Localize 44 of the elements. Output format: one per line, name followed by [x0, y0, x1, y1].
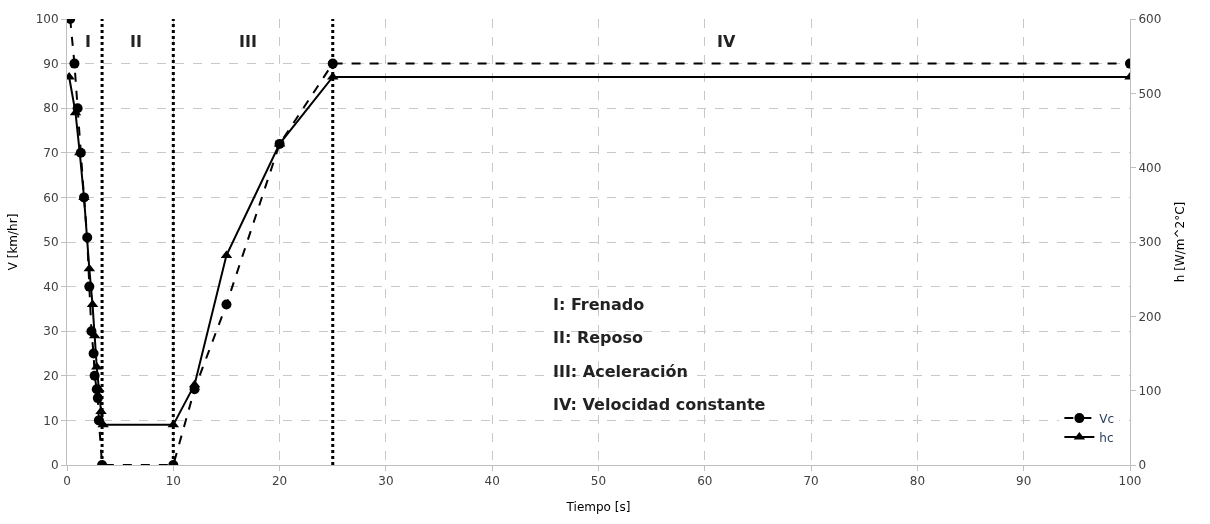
y2-tick-label: 500 [1138, 86, 1162, 101]
y-tick-label: 90 [43, 56, 59, 71]
y2-tick-label: 600 [1138, 12, 1162, 27]
y-tick-label: 30 [43, 324, 59, 339]
y2-tick-label: 300 [1138, 235, 1162, 250]
y-axis-title: V [km/hr] [5, 213, 20, 271]
legend-label: hc [1099, 430, 1114, 445]
x-tick-label: 100 [1118, 474, 1142, 489]
point [221, 299, 232, 310]
x-tick-label: 20 [271, 474, 288, 489]
y-tick-label: 50 [43, 235, 59, 250]
annotation: I [85, 32, 91, 51]
y2-tick-label: 0 [1138, 458, 1147, 473]
x-tick-label: 10 [165, 474, 181, 489]
y2-axis-title: h [W/m^2°C] [1173, 201, 1188, 283]
y-tick-label: 100 [35, 12, 59, 27]
point [69, 58, 80, 69]
annotation: IV [717, 32, 736, 51]
annotation: II: Reposo [553, 328, 644, 347]
y2-tick-label: 400 [1138, 160, 1162, 175]
annotation: III: Aceleración [553, 362, 688, 381]
x-tick-label: 30 [378, 474, 394, 489]
annotation: IV: Velocidad constante [553, 395, 766, 414]
annotation: I: Frenado [553, 295, 645, 314]
y-tick-label: 40 [43, 279, 59, 294]
x-axis-title: Tiempo [s] [565, 500, 631, 515]
annotation: II [130, 32, 142, 51]
y-tick-label: 60 [43, 190, 59, 205]
x-tick-label: 70 [803, 474, 819, 489]
y-tick-label: 10 [43, 413, 59, 428]
annotation: III [239, 32, 257, 51]
x-tick-label: 40 [484, 474, 500, 489]
x-tick-label: 80 [909, 474, 926, 489]
x-tick-label: 50 [590, 474, 607, 489]
y-tick-label: 0 [50, 458, 59, 473]
y2-tick-label: 200 [1138, 309, 1162, 324]
y-tick-label: 20 [43, 369, 59, 383]
y-tick-label: 80 [43, 101, 59, 116]
legend-label: Vc [1099, 411, 1115, 426]
y-tick-label: 70 [43, 146, 59, 160]
x-tick-label: 90 [1016, 474, 1032, 489]
x-tick-label: 0 [63, 474, 71, 489]
x-tick-label: 60 [697, 474, 713, 489]
y2-tick-label: 100 [1138, 383, 1162, 398]
